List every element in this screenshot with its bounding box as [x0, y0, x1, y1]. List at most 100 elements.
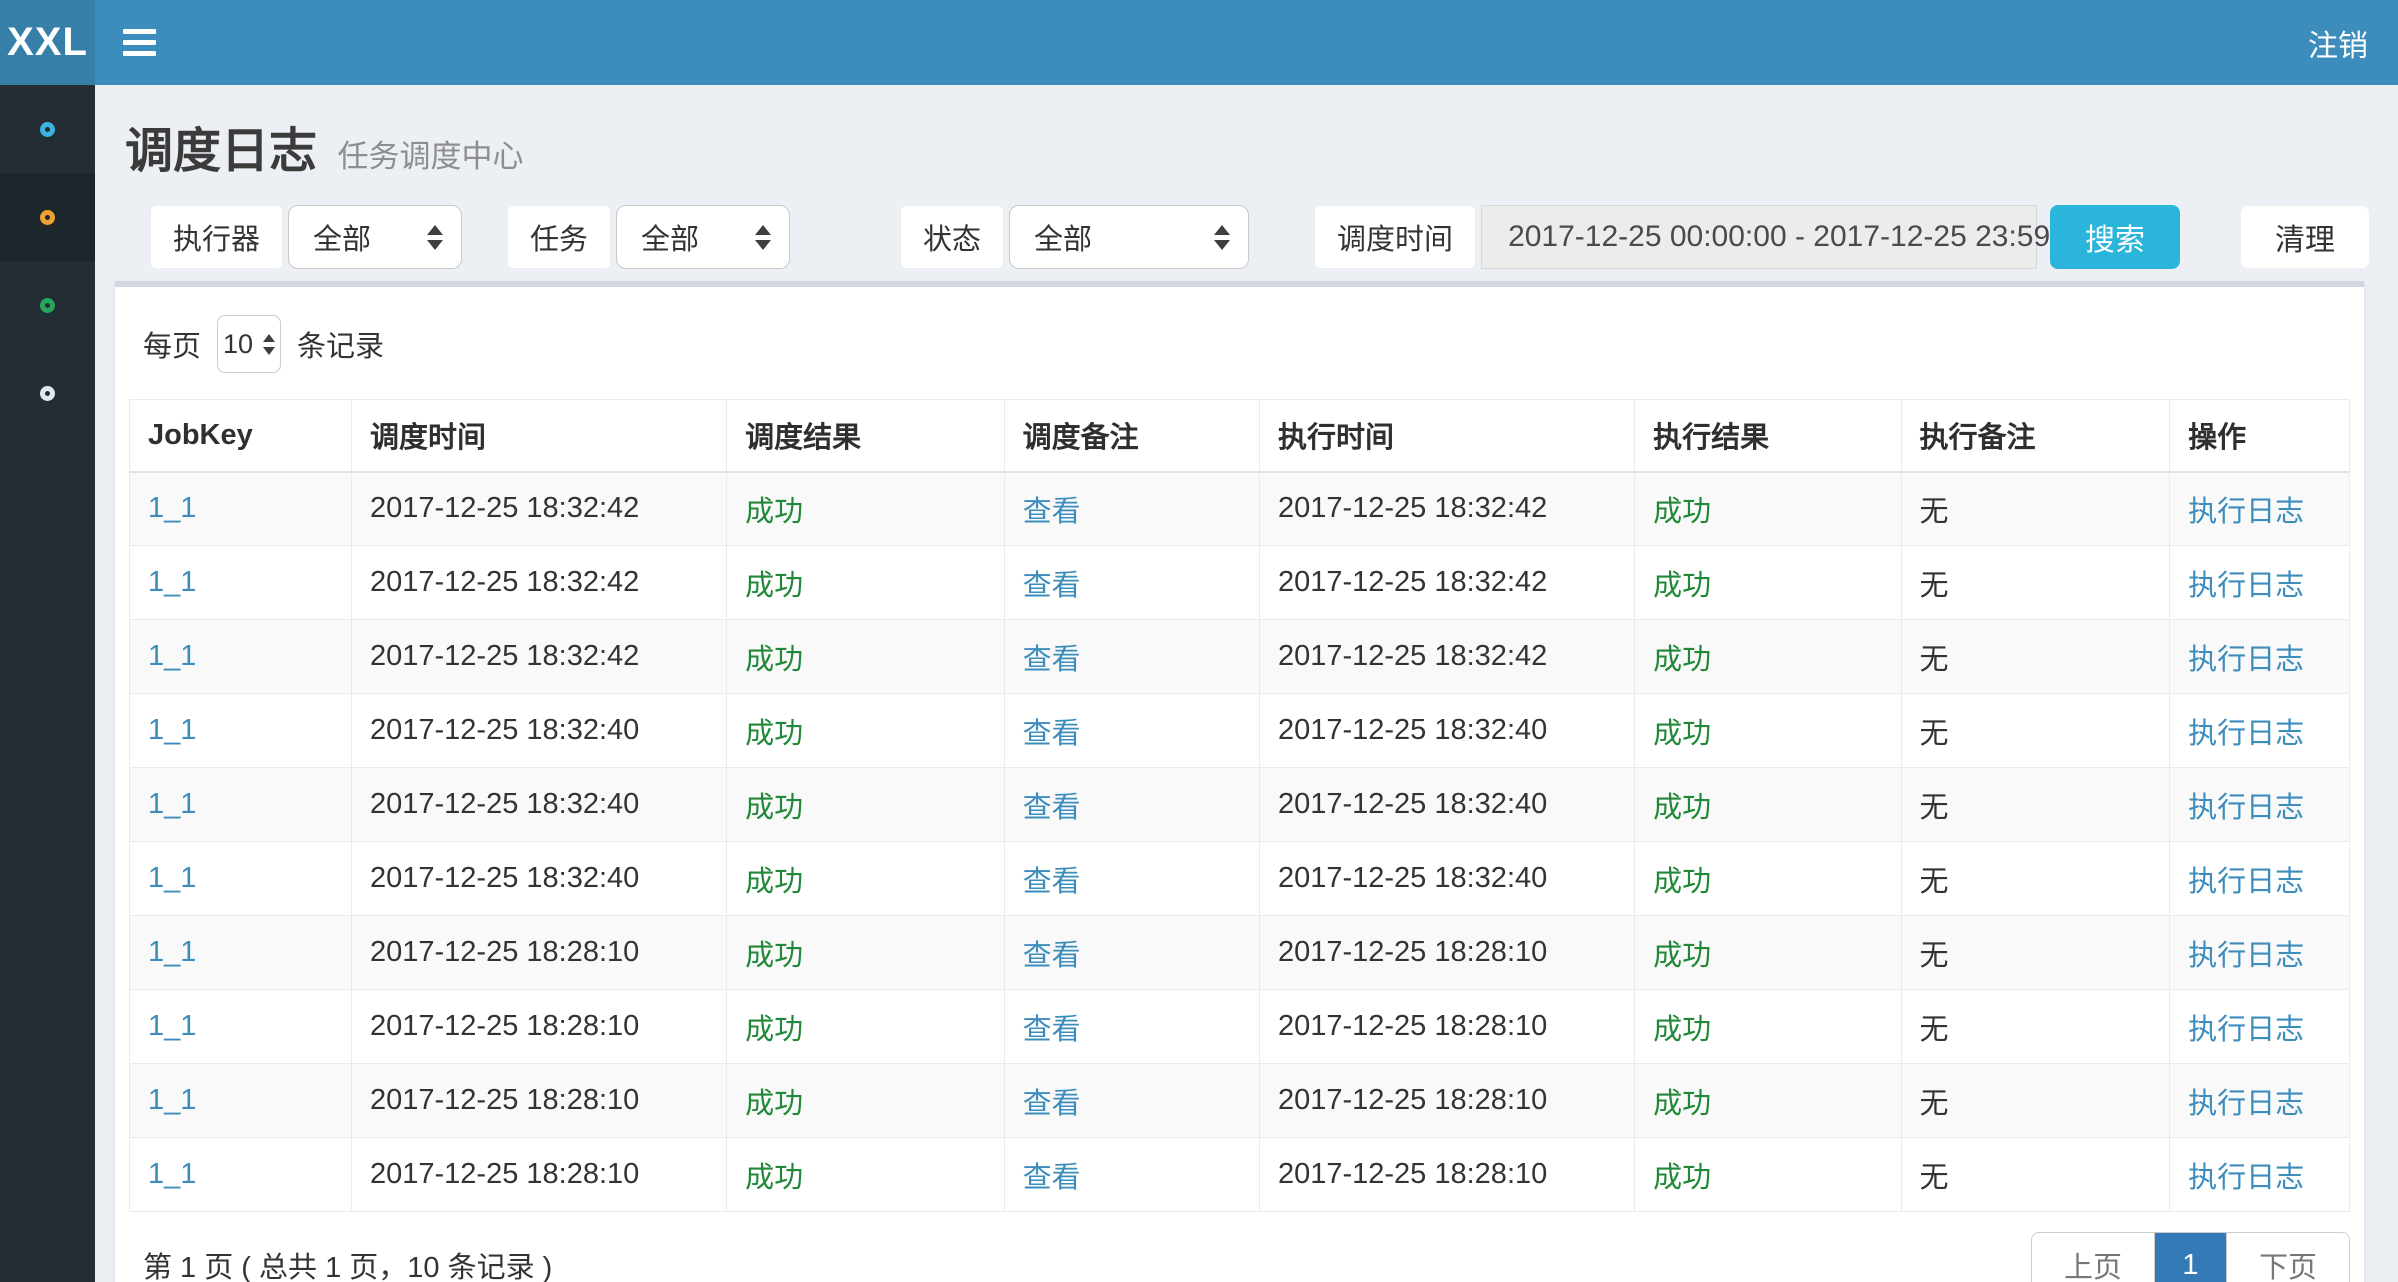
sidebar-item-2[interactable]	[0, 173, 95, 261]
table-row: 1_1 2017-12-25 18:28:10 成功 查看 2017-12-25…	[129, 1137, 2350, 1212]
trigger-time-cell: 2017-12-25 18:28:10	[350, 989, 728, 1064]
jobkey-link[interactable]: 1_1	[148, 640, 197, 672]
table-header-row: JobKey 调度时间 调度结果 调度备注 执行时间 执行结果 执行备注 操作	[129, 399, 2350, 473]
exec-log-link[interactable]: 执行日志	[2188, 495, 2305, 528]
trigger-time-range-input[interactable]: 2017-12-25 00:00:00 - 2017-12-25 23:59:5…	[1481, 205, 2092, 269]
trigger-time-cell: 2017-12-25 18:28:10	[350, 1063, 728, 1138]
jobkey-link[interactable]: 1_1	[148, 1010, 197, 1042]
col-jobkey: JobKey	[129, 399, 352, 473]
brand-logo[interactable]: XXL	[0, 0, 95, 85]
handle-result-cell: 成功	[1634, 1063, 1902, 1138]
sidebar-toggle-icon[interactable]	[123, 29, 156, 56]
jobkey-link[interactable]: 1_1	[148, 566, 197, 598]
job-filter-select[interactable]: 全部	[616, 205, 791, 269]
trigger-time-cell: 2017-12-25 18:32:42	[350, 545, 728, 620]
sidebar-item-4[interactable]	[0, 349, 95, 437]
log-box: 每页 10 条记录 JobKey 调度时间 调度结果 调度备注 执行时间 执行结…	[115, 281, 2364, 1282]
logout-link[interactable]: 注销	[2308, 29, 2368, 63]
jobkey-link[interactable]: 1_1	[148, 1158, 197, 1190]
handle-result-cell: 成功	[1634, 1137, 1902, 1212]
col-trigger-msg: 调度备注	[1003, 399, 1260, 473]
jobkey-link[interactable]: 1_1	[148, 788, 197, 820]
exec-log-link[interactable]: 执行日志	[2188, 1161, 2305, 1194]
trigger-result-cell: 成功	[726, 767, 1005, 842]
next-page-button[interactable]: 下页	[2226, 1233, 2349, 1282]
sidebar-item-3[interactable]	[0, 261, 95, 349]
clear-button[interactable]: 清理	[2240, 205, 2370, 269]
handle-time-cell: 2017-12-25 18:32:40	[1258, 767, 1636, 842]
trigger-result-cell: 成功	[726, 915, 1005, 990]
select-arrows-icon	[427, 224, 444, 250]
hamburger-bar	[123, 29, 156, 34]
handle-time-cell: 2017-12-25 18:28:10	[1258, 1137, 1636, 1212]
handle-msg-cell: 无	[1900, 471, 2171, 546]
handle-time-cell: 2017-12-25 18:32:42	[1258, 471, 1636, 546]
search-button[interactable]: 搜索	[2050, 205, 2180, 269]
handle-time-cell: 2017-12-25 18:32:42	[1258, 619, 1636, 694]
status-filter-group: 状态 全部	[900, 205, 1250, 269]
handle-msg-cell: 无	[1900, 841, 2171, 916]
handle-time-cell: 2017-12-25 18:28:10	[1258, 1063, 1636, 1138]
pagination: 上页 1 下页	[2030, 1232, 2350, 1282]
log-table: JobKey 调度时间 调度结果 调度备注 执行时间 执行结果 执行备注 操作 …	[129, 399, 2350, 1212]
handle-msg-cell: 无	[1900, 767, 2171, 842]
table-row: 1_1 2017-12-25 18:32:42 成功 查看 2017-12-25…	[129, 471, 2350, 546]
circle-o-icon	[40, 209, 55, 225]
handle-result-cell: 成功	[1634, 915, 1902, 990]
handle-result-cell: 成功	[1634, 841, 1902, 916]
trigger-msg-link[interactable]: 查看	[1022, 865, 1081, 898]
trigger-msg-link[interactable]: 查看	[1022, 1013, 1081, 1046]
trigger-result-cell: 成功	[726, 471, 1005, 546]
handle-msg-cell: 无	[1900, 693, 2171, 768]
jobkey-link[interactable]: 1_1	[148, 492, 197, 525]
handle-time-cell: 2017-12-25 18:32:40	[1258, 841, 1636, 916]
circle-o-icon	[40, 121, 55, 137]
status-filter-value: 全部	[1034, 224, 1093, 256]
jobkey-link[interactable]: 1_1	[148, 1084, 197, 1116]
executor-filter-select[interactable]: 全部	[288, 205, 463, 269]
current-page-button[interactable]: 1	[2154, 1233, 2227, 1282]
handle-msg-cell: 无	[1900, 545, 2171, 620]
status-filter-select[interactable]: 全部	[1009, 205, 1250, 269]
jobkey-link[interactable]: 1_1	[148, 714, 197, 746]
trigger-msg-link[interactable]: 查看	[1022, 1087, 1081, 1120]
page-size-value: 10	[222, 328, 254, 359]
exec-log-link[interactable]: 执行日志	[2188, 865, 2305, 898]
jobkey-link[interactable]: 1_1	[148, 862, 197, 894]
page-size-select[interactable]: 10	[217, 315, 282, 373]
trigger-result-cell: 成功	[726, 1137, 1005, 1212]
trigger-msg-link[interactable]: 查看	[1022, 569, 1081, 602]
trigger-time-cell: 2017-12-25 18:32:40	[350, 841, 728, 916]
handle-result-cell: 成功	[1634, 693, 1902, 768]
sidebar	[0, 85, 95, 1282]
col-handle-result: 执行结果	[1634, 399, 1902, 473]
table-footer: 第 1 页 ( 总共 1 页，10 条记录 ) 上页 1 下页	[143, 1232, 2350, 1282]
exec-log-link[interactable]: 执行日志	[2188, 939, 2305, 972]
handle-result-cell: 成功	[1634, 471, 1902, 546]
exec-log-link[interactable]: 执行日志	[2188, 1087, 2305, 1120]
sidebar-item-1[interactable]	[0, 85, 95, 173]
exec-log-link[interactable]: 执行日志	[2188, 717, 2305, 750]
table-row: 1_1 2017-12-25 18:32:42 成功 查看 2017-12-25…	[129, 545, 2350, 620]
handle-time-cell: 2017-12-25 18:28:10	[1258, 989, 1636, 1064]
exec-log-link[interactable]: 执行日志	[2188, 791, 2305, 824]
trigger-time-cell: 2017-12-25 18:32:42	[350, 619, 728, 694]
prev-page-button[interactable]: 上页	[2031, 1233, 2155, 1282]
page-size-suffix: 条记录	[297, 331, 385, 363]
trigger-result-cell: 成功	[726, 693, 1005, 768]
jobkey-link[interactable]: 1_1	[148, 936, 197, 968]
trigger-msg-link[interactable]: 查看	[1022, 791, 1081, 824]
trigger-result-cell: 成功	[726, 989, 1005, 1064]
trigger-msg-link[interactable]: 查看	[1022, 1161, 1081, 1194]
table-row: 1_1 2017-12-25 18:32:40 成功 查看 2017-12-25…	[129, 693, 2350, 768]
page-title: 调度日志	[125, 125, 318, 178]
trigger-msg-link[interactable]: 查看	[1022, 717, 1081, 750]
exec-log-link[interactable]: 执行日志	[2188, 569, 2305, 602]
exec-log-link[interactable]: 执行日志	[2188, 1013, 2305, 1046]
trigger-msg-link[interactable]: 查看	[1022, 643, 1081, 676]
exec-log-link[interactable]: 执行日志	[2188, 643, 2305, 676]
handle-result-cell: 成功	[1634, 989, 1902, 1064]
trigger-msg-link[interactable]: 查看	[1022, 495, 1081, 528]
trigger-msg-link[interactable]: 查看	[1022, 939, 1081, 972]
handle-result-cell: 成功	[1634, 545, 1902, 620]
